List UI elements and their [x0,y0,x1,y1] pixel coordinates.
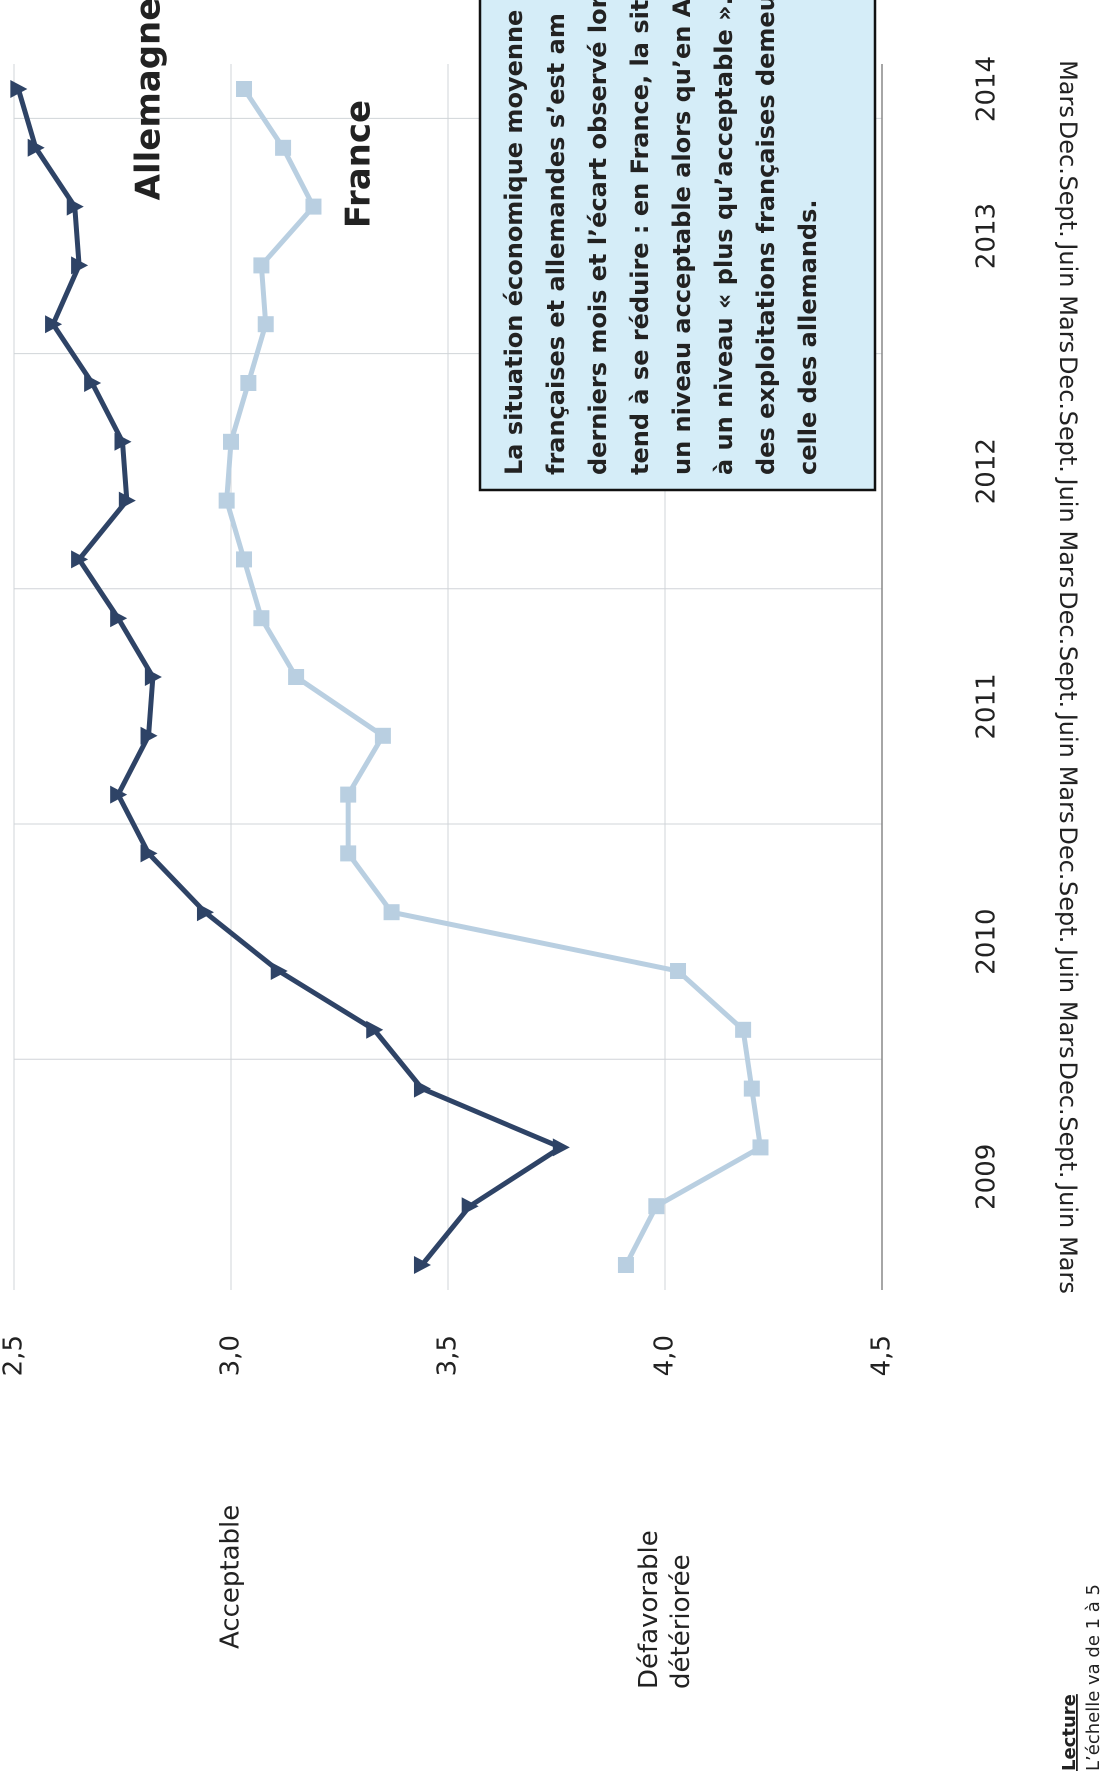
marker [114,432,132,451]
marker [552,1138,570,1157]
marker [140,726,158,745]
year-label: 2014 [972,56,1002,122]
x-tick-label: Dec. [1054,356,1082,410]
x-tick-label: Mars [1054,295,1082,353]
x-tick-label: Dec. [1054,591,1082,645]
y-tick-label: 4,0 [650,1335,680,1376]
y-tick-label: 4,5 [867,1335,897,1376]
marker [45,315,63,334]
marker [648,1198,665,1215]
marker [253,257,270,274]
marker [617,1257,634,1273]
annotation-line: françaises et allemandes s’est am [542,13,570,475]
annotation-line: derniers mois et l’écart observé lors [584,0,612,475]
y-tick-label: 3,5 [433,1335,463,1376]
annotation-box [478,0,877,492]
qualitative-label-line: détériorée [666,1554,696,1689]
qualitative-label-line: Défavorable [634,1530,664,1689]
marker [305,198,322,215]
annotation-line: à un niveau « plus qu’acceptable ». La [710,0,738,475]
annotation-line: celle des allemands. [794,200,822,475]
annotation-line: des exploitations françaises demeure [752,0,780,475]
marker [10,80,28,98]
marker [340,786,357,803]
marker [144,668,162,686]
y-tick-label: 2,5 [0,1335,29,1376]
year-label: 2013 [972,203,1002,269]
marker [66,197,84,216]
marker [71,256,89,275]
x-tick-label: Dec. [1054,121,1082,175]
series-label: Allemagne [129,0,169,200]
annotation-line: La situation économique moyenne [500,10,528,475]
marker [275,139,292,156]
annotation-line: un niveau acceptable alors qu’en Alle [668,0,696,475]
marker [236,81,253,97]
marker [257,316,274,333]
x-tick-label: Mars [1054,1001,1082,1059]
note: L’échelle va de 1 à 5 [1083,1584,1104,1771]
year-label: 2009 [972,1144,1002,1210]
series-label: France [339,100,379,228]
x-tick-label: Juin [1054,947,1082,993]
qualitative-label: Défavorabledétériorée [634,1530,696,1689]
qualitative-label: Acceptable [216,1505,246,1649]
y-tick-label: 3,0 [216,1335,246,1376]
x-tick-label: Sept. [1054,1116,1082,1178]
marker [84,374,102,392]
marker [196,903,214,922]
marker [340,845,357,862]
marker [236,551,253,568]
x-tick-label: Juin [1054,712,1082,758]
x-tick-label: Mars [1054,531,1082,589]
marker [110,609,128,628]
marker [270,962,288,980]
x-tick-label: Sept. [1054,881,1082,943]
x-tick-label: Sept. [1054,411,1082,473]
marker [218,492,235,509]
year-label: 2010 [972,909,1002,975]
x-tick-label: Mars [1054,1236,1082,1294]
x-tick-label: Juin [1054,241,1082,287]
marker [413,1256,431,1274]
year-label: 2012 [972,438,1002,504]
marker [670,963,687,979]
marker [223,433,239,450]
x-tick-label: Juin [1054,1182,1082,1228]
marker [383,904,400,921]
x-tick-label: Juin [1054,477,1082,523]
x-tick-label: Mars [1054,766,1082,824]
x-tick-label: Sept. [1054,646,1082,708]
marker [118,491,136,510]
marker [743,1080,760,1097]
x-tick-label: Sept. [1054,175,1082,237]
marker [27,138,45,157]
marker [71,550,89,569]
marker [735,1021,752,1038]
annotation-line: tend à se réduire : en France, la situa [626,0,654,475]
marker [366,1020,384,1039]
marker [752,1139,769,1156]
x-tick-label: Mars [1054,60,1082,118]
note-title: Lecture [1059,1694,1080,1771]
year-label: 2011 [972,673,1002,739]
marker [240,375,257,391]
marker [413,1079,431,1098]
marker [461,1197,479,1216]
marker [374,727,391,744]
marker [253,610,270,627]
marker [288,669,305,685]
marker [140,844,158,863]
x-tick-label: Dec. [1054,1062,1082,1116]
marker [110,785,128,804]
x-tick-label: Dec. [1054,826,1082,880]
